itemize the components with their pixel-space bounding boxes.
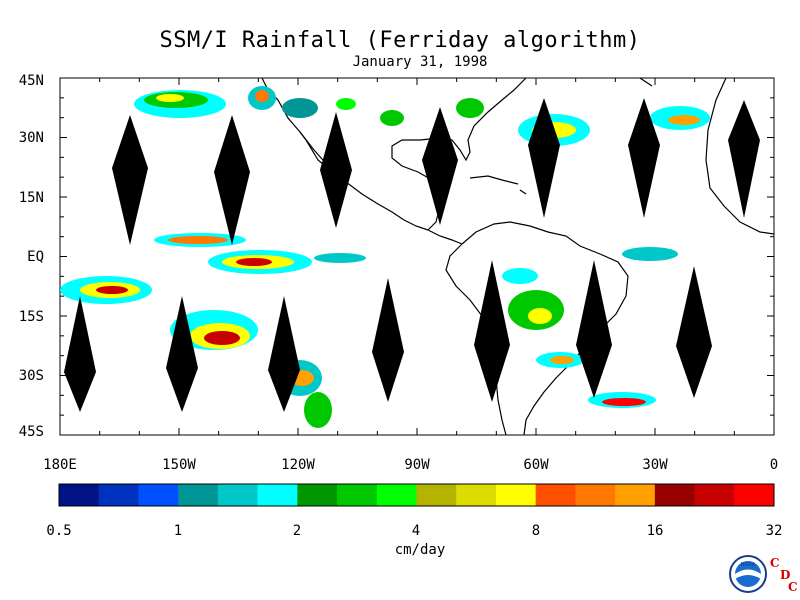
colorbar-swatch — [456, 484, 497, 506]
swath-gap — [268, 296, 300, 412]
swath-gap — [372, 278, 404, 402]
swath-gap — [528, 98, 560, 218]
lat-label: 30N — [18, 130, 44, 146]
colorbar — [58, 483, 775, 507]
lat-label: 30S — [18, 368, 44, 384]
rainfall-patches — [60, 86, 710, 428]
colorbar-label: 0.5 — [46, 523, 72, 539]
colorbar-swatch — [495, 484, 537, 506]
rain-north-pacific — [134, 86, 404, 126]
swath-gap — [728, 100, 760, 218]
lon-label: 120W — [281, 457, 315, 473]
colorbar-swatch — [178, 484, 219, 506]
logo-text: NOAA — [741, 562, 756, 568]
coast-south-america — [461, 221, 629, 436]
cdc-letter-1: C — [770, 556, 780, 570]
rain-pacific-itcz — [154, 233, 366, 274]
rain-spcz — [60, 276, 332, 428]
colorbar-units: cm/day — [394, 542, 446, 558]
lon-label: 30W — [642, 457, 668, 473]
colorbar-border — [58, 483, 775, 507]
swath-gap — [214, 115, 250, 245]
swath-gap — [320, 112, 352, 228]
colorbar-swatch — [535, 484, 576, 506]
lon-label: 180E — [43, 457, 77, 473]
cdc-letter-3: C — [788, 580, 798, 594]
coast-central-america — [427, 229, 463, 245]
swath-gap — [64, 296, 96, 412]
colorbar-swatch — [575, 484, 616, 506]
colorbar-swatch — [615, 484, 656, 506]
cdc-letter-2: D — [780, 568, 791, 582]
colorbar-swatch — [376, 484, 417, 506]
colorbar-label: 8 — [531, 523, 541, 539]
colorbar-label: 1 — [173, 523, 183, 539]
colorbar-swatch — [257, 484, 298, 506]
axis-ticks — [59, 77, 775, 436]
colorbar-swatch — [416, 484, 457, 506]
swath-gaps — [64, 98, 760, 412]
lat-label: 45N — [18, 73, 44, 89]
colorbar-swatch — [59, 484, 100, 506]
map-title: SSM/I Rainfall (Ferriday algorithm) — [159, 28, 641, 53]
rain-south-america — [502, 247, 678, 408]
lat-label: 45S — [18, 424, 44, 440]
map-subtitle: January 31, 1998 — [352, 54, 488, 70]
swath-gap — [474, 260, 510, 402]
coast-africa — [705, 77, 775, 235]
lat-label: EQ — [27, 249, 44, 265]
swath-gap — [676, 266, 712, 398]
colorbar-swatch — [138, 484, 179, 506]
colorbar-swatch — [734, 484, 775, 506]
swath-gap — [576, 260, 612, 398]
swath-gap — [628, 98, 660, 218]
coast-caribbean — [469, 175, 527, 195]
colorbar-label: 2 — [292, 523, 302, 539]
swath-gap — [422, 107, 458, 225]
colorbar-label: 4 — [411, 523, 421, 539]
colorbar-swatch — [654, 484, 696, 506]
colorbar-swatch — [694, 484, 735, 506]
coast-north-atlantic — [639, 77, 653, 87]
lon-label: 0 — [769, 457, 779, 473]
noaa-logo: NOAA — [729, 555, 767, 593]
colorbar-label: 16 — [646, 523, 664, 539]
swath-gap — [166, 296, 198, 412]
lat-label: 15N — [18, 190, 44, 206]
colorbar-swatch — [217, 484, 259, 506]
lon-label: 90W — [404, 457, 430, 473]
colorbar-label: 32 — [765, 523, 783, 539]
lat-label: 15S — [18, 309, 44, 325]
colorbar-swatch — [98, 484, 139, 506]
lon-label: 150W — [162, 457, 196, 473]
lon-label: 60W — [523, 457, 549, 473]
colorbar-swatch — [337, 484, 378, 506]
swath-gap — [112, 115, 148, 245]
colorbar-swatch — [297, 484, 338, 506]
